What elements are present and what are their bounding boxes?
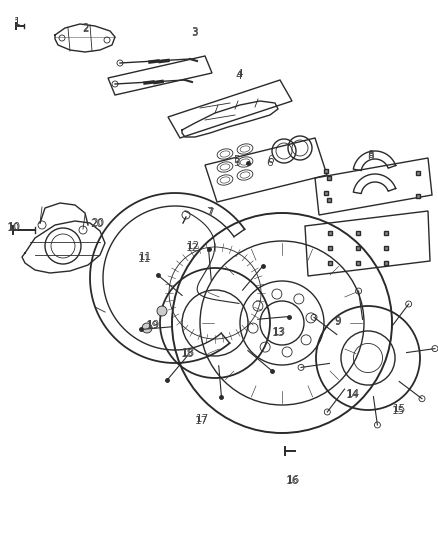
Text: 3: 3 bbox=[191, 27, 198, 37]
Text: 18: 18 bbox=[182, 348, 195, 358]
Text: 11: 11 bbox=[139, 252, 152, 262]
Text: 14: 14 bbox=[347, 390, 360, 399]
Text: 20: 20 bbox=[91, 219, 104, 229]
Text: 9: 9 bbox=[334, 316, 341, 326]
Text: 10: 10 bbox=[7, 223, 20, 233]
Text: 7: 7 bbox=[206, 207, 213, 217]
Text: 16: 16 bbox=[286, 476, 299, 486]
Text: 15: 15 bbox=[392, 407, 405, 416]
Text: 19: 19 bbox=[146, 321, 159, 331]
Text: 13: 13 bbox=[272, 328, 285, 338]
Text: 8: 8 bbox=[367, 152, 374, 162]
Text: 5: 5 bbox=[233, 155, 240, 165]
Circle shape bbox=[157, 306, 167, 316]
Text: 20: 20 bbox=[92, 218, 105, 228]
Text: 12: 12 bbox=[187, 241, 200, 251]
Text: 5: 5 bbox=[233, 158, 240, 167]
Text: 17: 17 bbox=[196, 415, 209, 424]
Text: 10: 10 bbox=[7, 222, 21, 231]
Text: 12: 12 bbox=[186, 243, 199, 253]
Text: 1: 1 bbox=[14, 19, 21, 29]
Text: 4: 4 bbox=[235, 71, 242, 80]
Text: 9: 9 bbox=[334, 318, 341, 327]
Text: 16: 16 bbox=[287, 475, 300, 484]
Text: 15: 15 bbox=[393, 405, 406, 414]
Text: 3: 3 bbox=[191, 28, 198, 38]
Text: 18: 18 bbox=[181, 350, 194, 359]
Text: 2: 2 bbox=[82, 23, 89, 33]
Text: 17: 17 bbox=[195, 416, 208, 426]
Text: 6: 6 bbox=[266, 158, 273, 167]
Text: 4: 4 bbox=[237, 69, 244, 78]
Text: 6: 6 bbox=[267, 155, 274, 165]
Circle shape bbox=[142, 323, 152, 333]
Text: 1: 1 bbox=[14, 18, 21, 27]
Text: 19: 19 bbox=[147, 320, 160, 330]
Text: 14: 14 bbox=[346, 391, 359, 400]
Text: 8: 8 bbox=[367, 150, 374, 159]
Text: 7: 7 bbox=[207, 208, 214, 218]
Text: 11: 11 bbox=[138, 254, 151, 263]
Text: 2: 2 bbox=[82, 25, 89, 34]
Text: 13: 13 bbox=[273, 327, 286, 336]
